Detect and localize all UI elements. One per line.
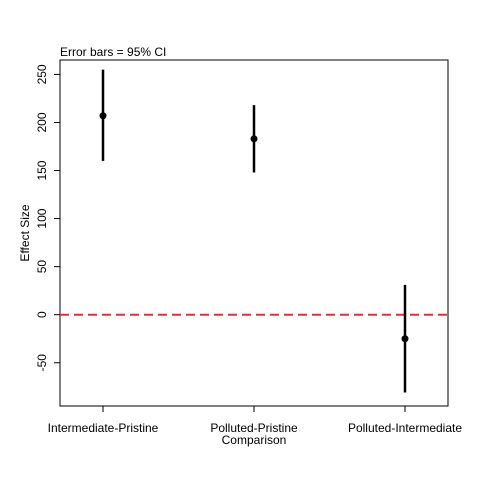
y-tick-label: 0 xyxy=(35,311,49,318)
x-tick-label: Polluted-Intermediate xyxy=(348,421,462,435)
y-tick-label: 200 xyxy=(35,112,49,132)
point-estimate xyxy=(99,112,107,120)
x-tick-label: Polluted-Pristine xyxy=(210,421,298,435)
y-axis: -50 0 50 100 150 200 250 xyxy=(35,64,60,371)
data-marks xyxy=(99,69,409,393)
y-tick-label: 50 xyxy=(35,260,49,274)
chart-title: Error bars = 95% CI xyxy=(60,45,166,59)
x-tick-label: Intermediate-Pristine xyxy=(48,421,159,435)
point-estimate xyxy=(401,335,409,343)
x-axis: Intermediate-Pristine Polluted-Pristine Po… xyxy=(48,406,462,435)
y-tick-label: -50 xyxy=(35,354,49,372)
y-tick-label: 150 xyxy=(35,160,49,180)
x-axis-label: Comparison xyxy=(222,433,287,447)
y-tick-label: 100 xyxy=(35,208,49,228)
point-estimate xyxy=(250,135,258,143)
y-axis-label: Effect Size xyxy=(18,204,32,261)
y-tick-label: 250 xyxy=(35,64,49,84)
